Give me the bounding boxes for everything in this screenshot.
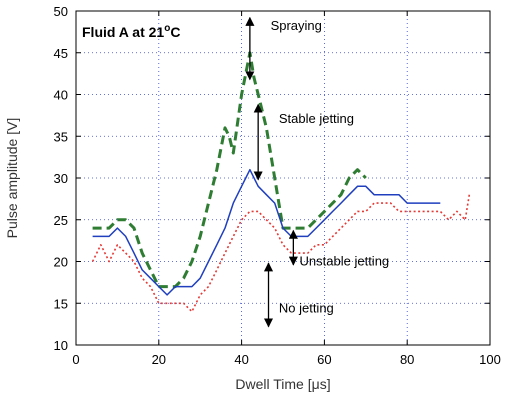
y-tick-label: 30	[54, 171, 68, 186]
series-line-dashed	[92, 51, 367, 289]
annotation-label: Stable jetting	[279, 111, 354, 126]
y-tick-label: 35	[54, 129, 68, 144]
x-tick-label: 60	[317, 352, 331, 367]
panel-label-text: Fluid A at 21	[82, 24, 164, 40]
annotation-label: No jetting	[279, 300, 334, 315]
panel-label-degree: o	[164, 23, 170, 34]
tick-labels: 0 20 40 60 80 100 10 15 20 25 30 35 40 45 50	[54, 4, 501, 367]
y-tick-label: 25	[54, 213, 68, 228]
y-tick-label: 20	[54, 255, 68, 270]
annotations: Spraying Stable jetting Unstable jetting No…	[245, 16, 390, 328]
panel-label: Fluid A at 21oC	[82, 23, 180, 40]
y-axis-label: Pulse amplitude [V]	[4, 118, 20, 239]
y-tick-label: 45	[54, 46, 68, 61]
annotation-label: Unstable jetting	[300, 254, 390, 269]
grid	[76, 11, 490, 345]
plot-frame	[75, 10, 491, 346]
x-tick-label: 40	[234, 352, 248, 367]
panel-label-unit: C	[170, 24, 180, 40]
y-tick-label: 50	[54, 4, 68, 19]
annotation-label: Spraying	[271, 18, 322, 33]
x-tick-label: 80	[400, 352, 414, 367]
y-tick-label: 10	[54, 338, 68, 353]
y-tick-label: 40	[54, 88, 68, 103]
x-axis-label: Dwell Time [μs]	[235, 376, 330, 392]
x-tick-label: 100	[479, 352, 501, 367]
y-tick-label: 15	[54, 296, 68, 311]
x-tick-label: 0	[72, 352, 79, 367]
series-group	[91, 51, 471, 313]
series-line-solid	[92, 168, 441, 296]
x-tick-label: 20	[152, 352, 166, 367]
series-line-dotted	[91, 194, 471, 313]
